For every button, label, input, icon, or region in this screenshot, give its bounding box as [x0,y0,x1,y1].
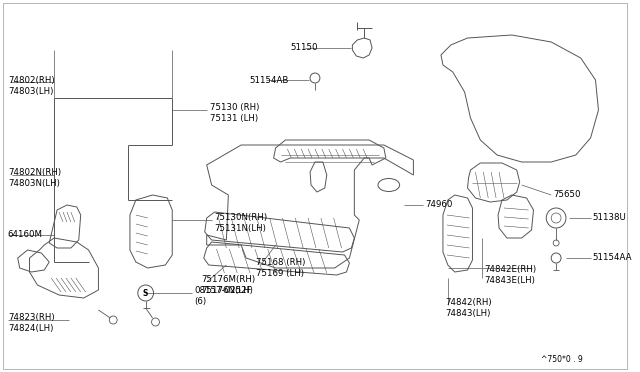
Text: 75168 (RH)
75169 (LH): 75168 (RH) 75169 (LH) [256,258,305,278]
Text: 74802N(RH)
74803N(LH): 74802N(RH) 74803N(LH) [8,168,61,188]
Text: 74960: 74960 [425,200,452,209]
Text: 74842(RH)
74843(LH): 74842(RH) 74843(LH) [445,298,492,318]
Text: 75650: 75650 [553,190,580,199]
Text: 08157-0252F
(6): 08157-0252F (6) [194,286,252,306]
Text: S: S [143,289,148,298]
Text: 74842E(RH)
74843E(LH): 74842E(RH) 74843E(LH) [484,265,536,285]
Text: 74823(RH)
74824(LH): 74823(RH) 74824(LH) [8,313,54,333]
Text: 64160M: 64160M [8,230,43,239]
Text: 51138U: 51138U [593,213,627,222]
Text: 51154AB: 51154AB [249,76,289,85]
Text: 74802(RH)
74803(LH): 74802(RH) 74803(LH) [8,76,54,96]
Text: ^750*0 . 9: ^750*0 . 9 [541,355,583,364]
Text: 75130N(RH)
75131N(LH): 75130N(RH) 75131N(LH) [214,213,268,233]
Text: 75130 (RH)
75131 (LH): 75130 (RH) 75131 (LH) [210,103,259,123]
Text: 75176M(RH)
75176N(LH): 75176M(RH) 75176N(LH) [202,275,256,295]
Text: 51150: 51150 [291,43,318,52]
Circle shape [547,208,566,228]
Circle shape [138,285,154,301]
Text: 51154AA: 51154AA [593,253,632,262]
